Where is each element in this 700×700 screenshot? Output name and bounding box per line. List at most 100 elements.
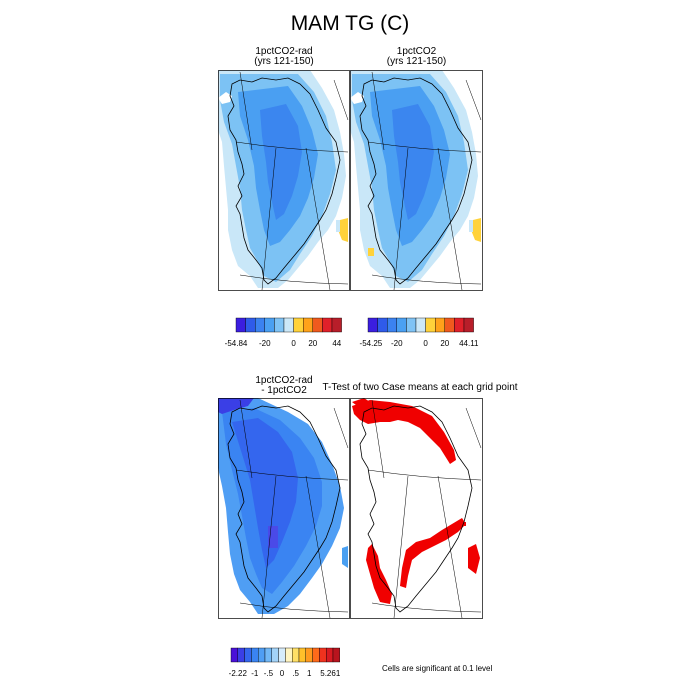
panel-title-3: 1pctCO2-rad - 1pctCO2 — [218, 376, 350, 396]
significant-cell — [462, 522, 466, 526]
latitude-line — [367, 141, 482, 153]
colorbar-swatch — [312, 647, 320, 663]
panel-3-title-line1: 1pctCO2-rad — [255, 375, 313, 386]
colorbar-swatch — [319, 647, 327, 663]
colorbar-tick-label: 20 — [308, 339, 317, 348]
colorbar-swatch — [444, 317, 455, 333]
figure-title: MAM TG (C) — [290, 12, 410, 35]
island-warm-cells — [471, 218, 481, 242]
colorbar-1: -54.84 -20 0 20 44 — [225, 317, 342, 348]
colorbar-tick-label: 0 — [423, 339, 428, 348]
coastline — [227, 405, 341, 613]
diff-core-cells — [268, 526, 278, 548]
panel-2-title-line1: 1pctCO2 — [396, 46, 437, 57]
colorbar-swatch — [278, 647, 286, 663]
longitude-line — [305, 147, 331, 291]
panel-frame — [218, 70, 350, 291]
longitude-line — [239, 399, 253, 479]
longitude-line — [305, 475, 331, 619]
panel-4-title-line1: T-Test of two Case means at each grid po… — [322, 382, 518, 393]
colorbar-tick-label: -.5 — [264, 669, 274, 678]
colorbar-tick-label: 5.261 — [320, 669, 341, 678]
colorbar-tick-label: 1 — [307, 669, 312, 678]
colorbar-swatch — [283, 317, 294, 333]
colorbar-swatch — [237, 647, 245, 663]
colorbar-swatch — [425, 317, 436, 333]
ice-sheet-core — [392, 104, 434, 220]
panel-frame — [350, 70, 483, 291]
colorbar-swatch — [291, 647, 300, 663]
ocean-background — [350, 398, 483, 619]
colorbar-swatch — [331, 317, 342, 333]
ice-sheet-core — [260, 104, 302, 220]
diff-island — [342, 546, 348, 568]
colorbar-swatch — [258, 647, 266, 663]
longitude-line — [333, 79, 349, 121]
colorbar-swatch — [387, 317, 398, 333]
colorbar-swatch — [264, 317, 275, 333]
colorbar-swatch — [245, 317, 256, 333]
longitude-line — [261, 475, 277, 619]
panel-title-1: 1pctCO2-rad (yrs 121-150) — [218, 47, 350, 67]
colorbar-swatch — [377, 317, 388, 333]
map-panel-2 — [350, 70, 483, 291]
colorbar-swatch — [434, 317, 445, 333]
longitude-line — [371, 71, 385, 151]
map-panel-1 — [218, 70, 350, 291]
colorbar-tick-label: -2.22 — [229, 669, 248, 678]
latitude-line — [235, 141, 349, 153]
colorbar-tick-label: .5 — [292, 669, 299, 678]
colorbar-swatch — [415, 317, 426, 333]
longitude-line — [465, 79, 482, 121]
latitude-line — [235, 469, 349, 481]
longitude-line — [261, 147, 277, 291]
panel-1-title-line2: (yrs 121-150) — [254, 56, 314, 67]
colorbar-tick-label: 0 — [291, 339, 296, 348]
colorbar-swatch — [274, 317, 285, 333]
map-panel-4 — [350, 398, 483, 619]
latitude-line — [371, 274, 482, 285]
colorbar-swatch — [255, 317, 266, 333]
longitude-line — [393, 475, 409, 619]
island-warm-cells — [338, 218, 348, 242]
colorbar-swatch — [298, 647, 307, 663]
colorbar-swatch — [332, 647, 341, 663]
colorbar-swatch — [235, 317, 246, 333]
colorbar-tick-label: -20 — [259, 339, 271, 348]
significant-cells-corner — [352, 398, 370, 408]
colorbar-swatch — [454, 317, 465, 333]
colorbar-swatch — [463, 317, 474, 333]
colorbar-swatch — [271, 647, 279, 663]
island-cool-cells — [336, 220, 340, 232]
coastline — [227, 77, 341, 285]
colorbar-swatch — [406, 317, 417, 333]
colorbar-tick-label: -54.25 — [360, 339, 383, 348]
longitude-line — [333, 407, 349, 449]
panel-title-2: 1pctCO2 (yrs 121-150) — [350, 47, 483, 67]
island-cool-cells — [469, 220, 473, 232]
panel-frame — [218, 398, 350, 619]
latitude-line — [239, 274, 349, 285]
coastline — [359, 405, 473, 613]
ice-gap — [350, 92, 364, 104]
longitude-line — [437, 147, 463, 291]
colorbar-tick-label: -20 — [391, 339, 403, 348]
colorbar-swatch — [396, 317, 407, 333]
panel-title-4: T-Test of two Case means at each grid po… — [310, 383, 530, 393]
colorbar-tick-label: 0 — [280, 669, 285, 678]
colorbar-tick-label: -54.84 — [225, 339, 248, 348]
diff-corner — [218, 398, 254, 414]
colorbar-tick-label: 44 — [332, 339, 341, 348]
panel-frame — [350, 398, 483, 619]
colorbar-tick-label: 20 — [440, 339, 449, 348]
map-panel-3 — [218, 398, 350, 619]
colorbar-swatch — [302, 317, 313, 333]
significant-cells-east — [468, 544, 480, 574]
coastal-warm-cell — [368, 248, 374, 256]
longitude-line — [437, 475, 463, 619]
significance-note: Cells are significant at 0.1 level — [382, 664, 493, 673]
colorbar-tick-label: 44.11 — [459, 339, 479, 348]
colorbar-swatch — [367, 317, 378, 333]
colorbar-swatch — [285, 647, 293, 663]
colorbar-swatch — [251, 647, 259, 663]
